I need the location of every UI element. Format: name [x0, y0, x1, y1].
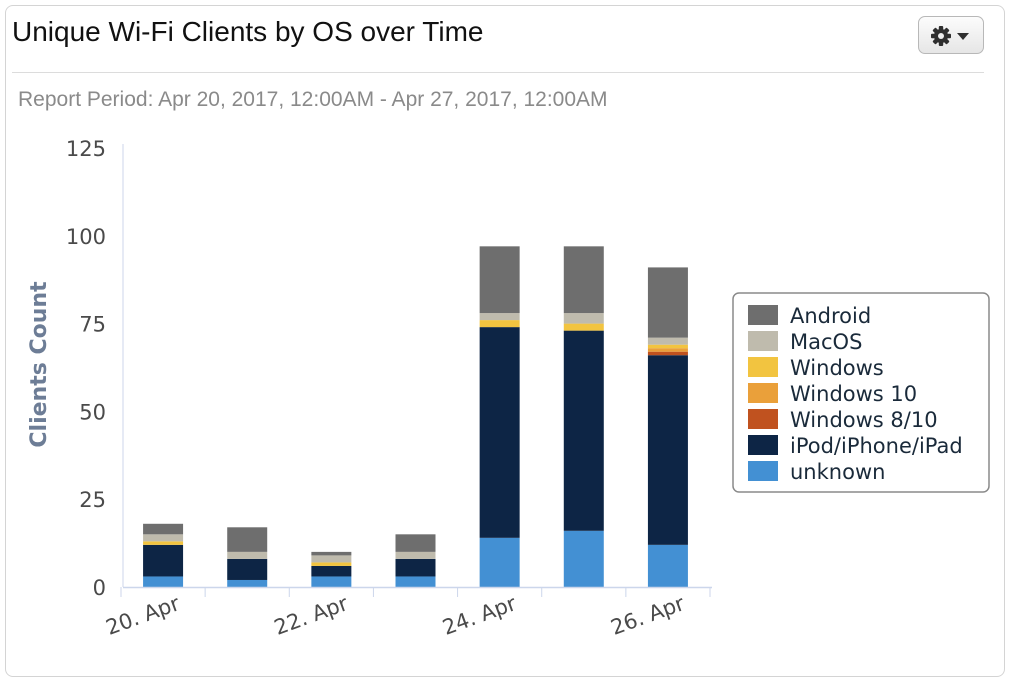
bar-segment-android	[479, 246, 520, 314]
legend-swatch	[748, 383, 778, 403]
x-tick-label: 24. Apr	[439, 591, 519, 640]
x-tick-label: 20. Apr	[103, 591, 183, 640]
bar-segment-macos	[395, 551, 436, 559]
legend-swatch	[748, 461, 778, 481]
legend-label: iPod/iPhone/iPad	[790, 434, 963, 458]
bar-segment-unknown	[563, 530, 604, 587]
bar-segment-windows-8-10	[647, 351, 688, 356]
bar-segment-android	[563, 246, 604, 314]
legend-label: Windows 10	[790, 382, 917, 406]
bar-segment-unknown	[311, 576, 352, 587]
bar-segment-ipod-iphone-ipad	[479, 327, 520, 538]
legend-label: Windows 8/10	[790, 408, 938, 432]
bar-segment-android	[647, 267, 688, 338]
bar-segment-windows	[647, 344, 688, 349]
legend-box	[732, 292, 990, 493]
y-tick-label: 100	[66, 225, 106, 249]
bar-segment-windows	[143, 541, 184, 545]
y-tick-label: 0	[93, 576, 106, 600]
legend-swatch	[748, 435, 778, 455]
bar-segment-macos	[143, 534, 184, 542]
bar-segment-unknown	[395, 576, 436, 587]
header-divider	[12, 72, 984, 73]
legend-label: Windows	[790, 356, 884, 380]
bar-segment-android	[395, 534, 436, 552]
legend-label: Android	[790, 304, 871, 328]
bar-segment-macos	[227, 551, 268, 559]
x-tick-label: 22. Apr	[271, 591, 351, 640]
x-tick-label: 26. Apr	[608, 591, 688, 640]
bar-segment-windows	[479, 320, 520, 328]
y-tick-label: 125	[66, 137, 106, 161]
y-tick-label: 25	[79, 488, 106, 512]
y-axis-title: Clients Count	[27, 281, 52, 448]
legend-swatch	[748, 409, 778, 429]
gear-icon	[931, 26, 969, 46]
bar-segment-windows	[563, 323, 604, 331]
bar-segment-ipod-iphone-ipad	[227, 558, 268, 580]
settings-menu-button[interactable]	[918, 16, 984, 54]
bar-segment-macos	[311, 555, 352, 563]
bar-segment-ipod-iphone-ipad	[563, 330, 604, 531]
bar-segment-macos	[479, 313, 520, 321]
bar-segment-macos	[563, 313, 604, 324]
bar-segment-ipod-iphone-ipad	[311, 565, 352, 577]
bar-segment-android	[143, 523, 184, 535]
bar-segment-unknown	[479, 537, 520, 587]
legend-label: MacOS	[790, 330, 862, 354]
bar-segment-ipod-iphone-ipad	[143, 544, 184, 577]
bar-segment-unknown	[647, 544, 688, 587]
bar-segment-windows	[311, 562, 352, 566]
bar-segment-ipod-iphone-ipad	[647, 355, 688, 545]
bar-segment-windows-10	[647, 348, 688, 352]
legend-swatch	[748, 357, 778, 377]
legend-label: unknown	[790, 460, 885, 484]
bar-segment-macos	[647, 337, 688, 345]
bar-segment-ipod-iphone-ipad	[395, 558, 436, 577]
legend-swatch	[748, 305, 778, 325]
report-period: Report Period: Apr 20, 2017, 12:00AM - A…	[18, 88, 608, 111]
bar-segment-unknown	[227, 579, 268, 587]
bar-segment-unknown	[143, 576, 184, 587]
y-tick-label: 75	[79, 313, 106, 337]
page-title: Unique Wi-Fi Clients by OS over Time	[12, 16, 484, 47]
bar-segment-android	[311, 551, 352, 556]
caret-down-icon	[957, 33, 969, 40]
legend-swatch	[748, 331, 778, 351]
y-tick-label: 50	[79, 400, 106, 424]
bar-segment-android	[227, 527, 268, 552]
